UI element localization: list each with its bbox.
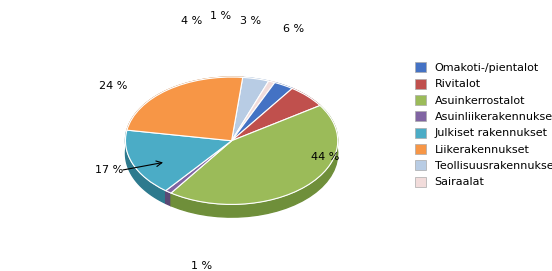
Text: 44 %: 44 %: [311, 152, 339, 162]
Polygon shape: [171, 105, 338, 217]
Wedge shape: [232, 81, 275, 141]
Wedge shape: [232, 78, 269, 141]
Polygon shape: [125, 130, 166, 204]
Wedge shape: [232, 83, 292, 141]
Text: 1 %: 1 %: [192, 261, 213, 271]
Polygon shape: [292, 88, 320, 118]
Text: 17 %: 17 %: [95, 166, 124, 176]
Text: 4 %: 4 %: [181, 16, 202, 26]
Polygon shape: [166, 191, 171, 206]
Polygon shape: [269, 81, 275, 95]
Wedge shape: [125, 130, 232, 191]
Text: 6 %: 6 %: [283, 24, 304, 34]
Text: 1 %: 1 %: [210, 11, 231, 21]
Polygon shape: [275, 83, 292, 101]
Wedge shape: [171, 105, 338, 204]
Wedge shape: [232, 88, 320, 141]
Wedge shape: [166, 141, 232, 193]
Text: 3 %: 3 %: [240, 16, 261, 26]
Legend: Omakoti-/pientalot, Rivitalot, Asuinkerrostalot, Asuinliikerakennukset, Julkiset: Omakoti-/pientalot, Rivitalot, Asuinkerr…: [412, 60, 552, 190]
Polygon shape: [127, 77, 243, 143]
Polygon shape: [243, 78, 269, 94]
Wedge shape: [127, 77, 243, 141]
Text: 24 %: 24 %: [99, 80, 127, 91]
